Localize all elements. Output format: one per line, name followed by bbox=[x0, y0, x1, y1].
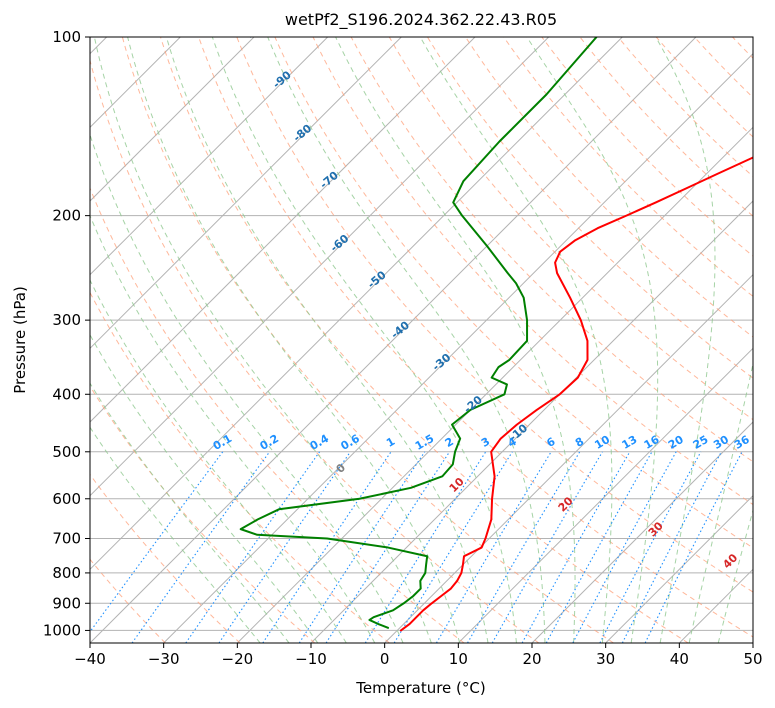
x-tick-label: 40 bbox=[670, 650, 689, 668]
mixing-ratio-line bbox=[131, 451, 271, 643]
isotherm-line bbox=[605, 494, 753, 643]
y-tick-label: 100 bbox=[52, 28, 81, 46]
dry-adiabat-line bbox=[90, 58, 540, 643]
x-tick-label: −40 bbox=[74, 650, 106, 668]
dry-adiabat-line bbox=[198, 37, 753, 638]
mixing-ratio-line bbox=[572, 451, 677, 643]
mixing-ratio-line bbox=[218, 451, 351, 643]
moist-adiabat-line bbox=[90, 426, 261, 643]
y-tick-label: 600 bbox=[52, 490, 81, 508]
axes: −40 −30 −20 −10 0 10 20 30 40 50 100 200 300 400 500 60… bbox=[43, 28, 763, 668]
dry-adiabat-line bbox=[160, 37, 689, 643]
dry-adiabat-line bbox=[274, 37, 753, 549]
chart-title: wetPf2_S196.2024.362.22.43.R05 bbox=[285, 10, 557, 30]
isotherm-line bbox=[90, 37, 402, 350]
moist-adiabat-line bbox=[335, 37, 576, 643]
y-tick-label: 800 bbox=[52, 564, 81, 582]
y-tick-label: 300 bbox=[52, 311, 81, 329]
x-tick-label: 20 bbox=[522, 650, 541, 668]
isotherm-line bbox=[457, 347, 753, 643]
y-axis-label: Pressure (hPa) bbox=[11, 286, 29, 394]
dry-adiabat-line bbox=[312, 37, 753, 506]
moist-adiabat-line bbox=[90, 382, 290, 643]
x-tick-label: −10 bbox=[295, 650, 327, 668]
isotherm-line bbox=[90, 37, 329, 276]
mixing-ratio-line bbox=[521, 451, 631, 643]
x-tick-label: 10 bbox=[449, 650, 468, 668]
moist-adiabat-line bbox=[267, 37, 546, 643]
moist-adiabat-line bbox=[655, 37, 716, 643]
moist-adiabat-line bbox=[93, 37, 432, 643]
dry-adiabat-line bbox=[90, 186, 465, 643]
isotherm-line bbox=[90, 37, 476, 423]
y-tick-label: 900 bbox=[52, 594, 81, 612]
y-tick-label: 500 bbox=[52, 443, 81, 461]
plot-grid bbox=[90, 37, 753, 643]
x-tick-label: 50 bbox=[743, 650, 762, 668]
moist-adiabat-line bbox=[90, 133, 404, 643]
y-tick-label: 700 bbox=[52, 530, 81, 548]
moist-adiabat-line bbox=[211, 37, 517, 643]
isotherm-line bbox=[531, 421, 753, 643]
moist-adiabat-line bbox=[127, 37, 461, 643]
plot-series bbox=[239, 37, 753, 632]
isotherm-line bbox=[90, 37, 255, 202]
mixing-ratio-line bbox=[364, 451, 487, 643]
plot-frame bbox=[89, 36, 754, 644]
dry-adiabat-line bbox=[465, 37, 753, 338]
x-tick-label: −20 bbox=[222, 650, 254, 668]
y-tick-label: 200 bbox=[52, 207, 81, 225]
isotherm-line bbox=[90, 37, 697, 643]
x-tick-label: 0 bbox=[380, 650, 390, 668]
dry-adiabat-line bbox=[90, 291, 390, 643]
mixing-ratio-line bbox=[298, 451, 426, 643]
mixing-ratio-line bbox=[325, 451, 451, 643]
moist-adiabat-line bbox=[90, 214, 376, 643]
moist-adiabat-line bbox=[526, 37, 659, 643]
isotherm-line bbox=[90, 37, 550, 497]
x-tick-label: 30 bbox=[596, 650, 615, 668]
dry-adiabat-line bbox=[121, 37, 614, 643]
dry-adiabat-line bbox=[90, 558, 166, 643]
x-axis-label: Temperature (°C) bbox=[355, 679, 485, 697]
isotherm-line bbox=[236, 126, 753, 643]
temperature-line bbox=[399, 156, 753, 632]
mixing-ratio-line bbox=[90, 451, 224, 633]
mixing-ratio-line bbox=[435, 451, 552, 643]
mixing-ratio-line bbox=[185, 451, 321, 643]
moist-adiabat-line bbox=[165, 37, 489, 643]
dry-adiabat-line bbox=[350, 37, 753, 463]
mixing-ratio-line bbox=[644, 451, 743, 643]
isotherm-line bbox=[310, 200, 753, 643]
moist-adiabat-line bbox=[90, 279, 347, 643]
dry-adiabat-line bbox=[236, 37, 753, 593]
mixing-ratio-line bbox=[599, 451, 702, 643]
y-tick-label: 1000 bbox=[43, 621, 81, 639]
isotherm-line bbox=[384, 273, 753, 643]
mixing-ratio-line bbox=[545, 451, 653, 643]
dewpoint-line bbox=[239, 37, 598, 629]
moist-adiabat-line bbox=[419, 37, 613, 643]
mixing-ratio-line bbox=[262, 451, 392, 643]
moist-adiabat-line bbox=[90, 333, 319, 643]
isotherm-line bbox=[163, 52, 753, 643]
x-tick-label: −30 bbox=[148, 650, 180, 668]
isotherm-line bbox=[90, 37, 623, 571]
y-tick-label: 400 bbox=[52, 385, 81, 403]
dry-adiabat-line bbox=[90, 473, 241, 643]
dry-adiabat-line bbox=[503, 37, 753, 297]
